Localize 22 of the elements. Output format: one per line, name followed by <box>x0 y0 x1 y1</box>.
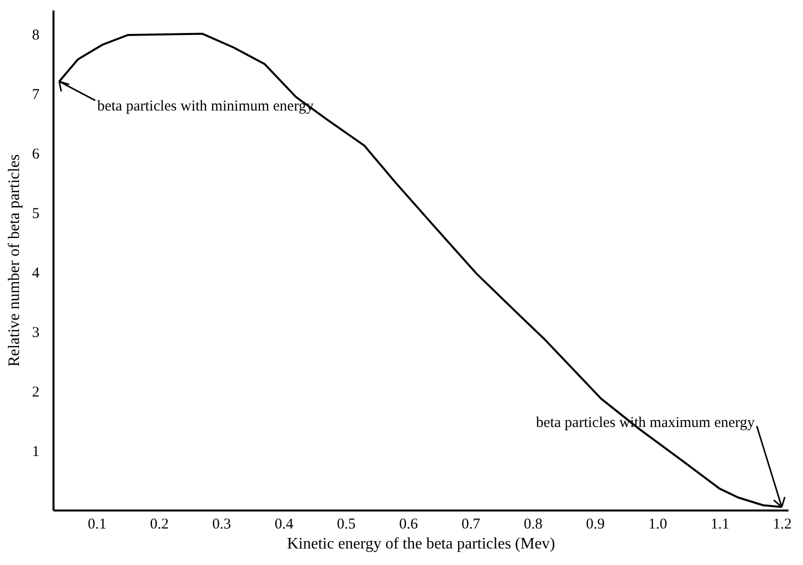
x-tick-label: 1.1 <box>710 516 730 532</box>
x-axis-title: Kinetic energy of the beta particles (Mev) <box>286 536 556 552</box>
y-tick-label: 7 <box>32 86 40 103</box>
y-tick-label: 2 <box>32 384 40 400</box>
y-tick-label: 8 <box>32 27 40 44</box>
x-tick-label: 1.0 <box>648 516 668 532</box>
y-tick-label: 5 <box>32 206 40 222</box>
x-tick-label: 0.8 <box>524 516 542 532</box>
y-axis-title: Relative number of beta particles <box>6 154 23 367</box>
x-tick-label: 0.5 <box>336 516 356 532</box>
y-tick-label: 6 <box>32 146 40 162</box>
y-tick-label: 4 <box>32 265 40 282</box>
x-tick-label: 0.1 <box>88 516 106 532</box>
x-tick-label: 0.3 <box>212 516 232 532</box>
x-tick-label: 0.9 <box>586 516 605 532</box>
x-tick-label: 0.7 <box>461 516 481 532</box>
x-tick-label: 1.2 <box>772 516 792 532</box>
x-tick-label: 0.2 <box>150 516 169 532</box>
y-tick-label: 3 <box>32 324 40 341</box>
y-tick-label: 1 <box>32 444 40 460</box>
x-tick-label: 0.6 <box>399 516 418 532</box>
x-tick-label: 0.4 <box>274 516 294 532</box>
